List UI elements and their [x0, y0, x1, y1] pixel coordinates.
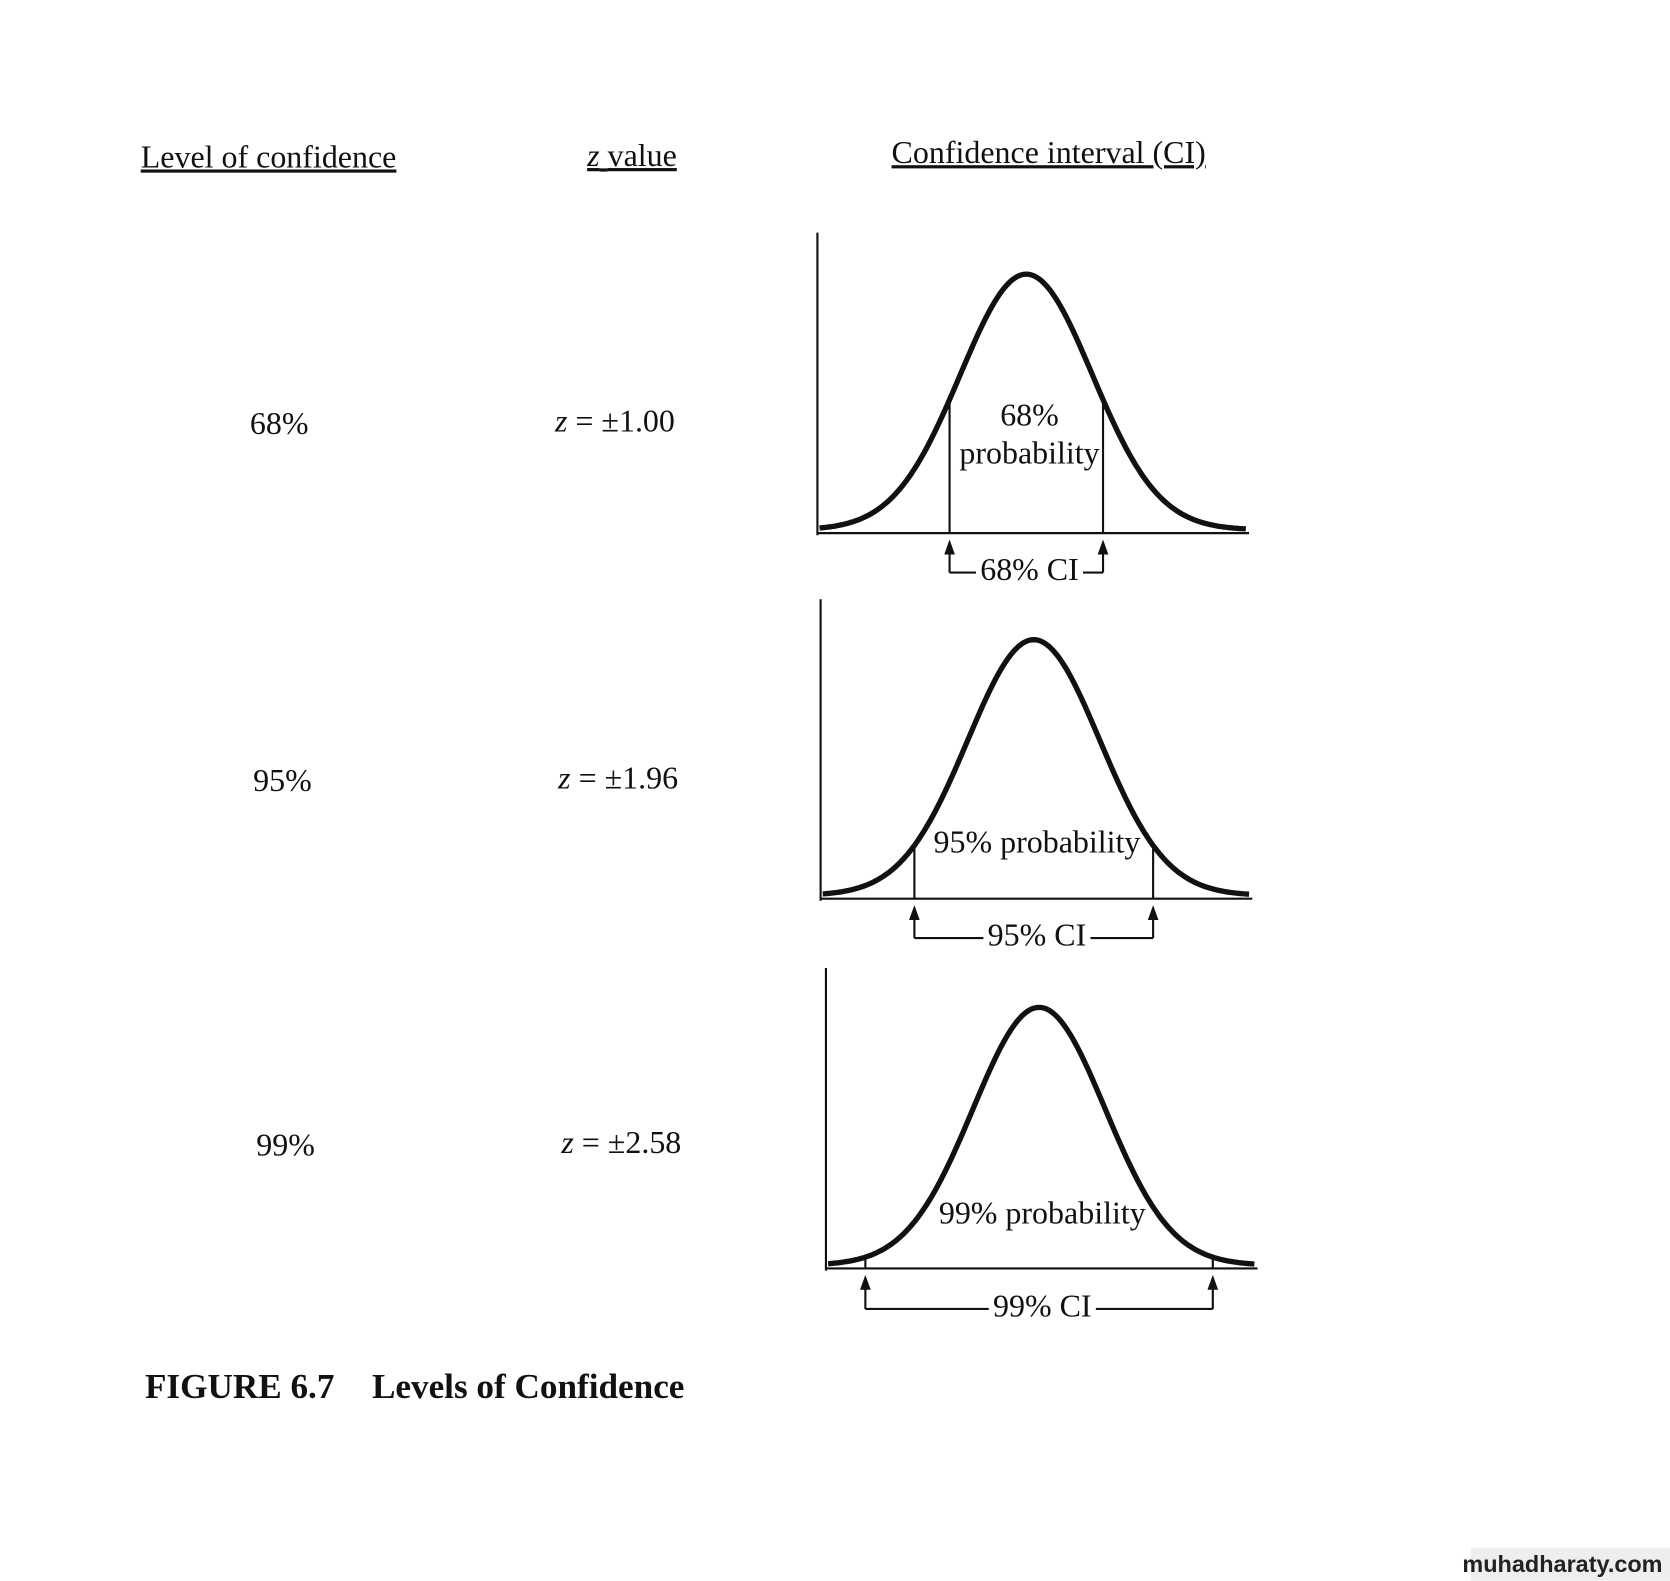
caption-number: FIGURE 6.7: [145, 1367, 334, 1406]
normal-curve: [827, 1004, 1255, 1267]
arrow-head: [909, 905, 920, 920]
z-symbol: z: [557, 761, 571, 796]
arrow-head: [1097, 539, 1109, 555]
header-z: z value: [586, 138, 677, 173]
z-value: z = ±1.96: [557, 761, 678, 796]
z-text: = ±1.96: [579, 761, 679, 796]
arrow-head: [1147, 905, 1159, 920]
level: 68%: [250, 406, 309, 441]
probability-label: 95% probability: [934, 825, 1141, 860]
z-text: = ±2.58: [582, 1125, 682, 1160]
z-value: z = ±2.58: [560, 1125, 681, 1160]
header-interval: Confidence interval (CI): [892, 135, 1206, 170]
arrow-head: [944, 539, 955, 555]
watermark-bg: [1470, 1547, 1670, 1581]
ci-label: 95% CI: [988, 917, 1087, 952]
arrow-head: [1207, 1274, 1219, 1290]
header-z-symbol: z: [586, 138, 600, 173]
level: 99%: [256, 1127, 315, 1162]
header-z-text: value: [608, 138, 677, 173]
watermark: muhadharaty.com: [1462, 1551, 1662, 1577]
ci-label: 68% CI: [980, 552, 1079, 587]
normal-curve: [819, 271, 1246, 532]
probability-label: probability: [959, 436, 1099, 471]
probability-label: 99% probability: [939, 1196, 1146, 1231]
z-value: z = ±1.00: [554, 404, 675, 439]
arrow-head: [860, 1274, 871, 1290]
caption-title: Levels of Confidence: [372, 1367, 684, 1406]
ci-label: 99% CI: [993, 1288, 1092, 1323]
level: 95%: [253, 763, 312, 798]
probability-label: 68%: [1000, 397, 1059, 432]
z-symbol: z: [560, 1125, 574, 1160]
z-symbol: z: [554, 404, 568, 439]
header-level: Level of confidence: [141, 139, 397, 174]
normal-curve: [822, 637, 1250, 897]
z-text: = ±1.00: [575, 404, 675, 439]
